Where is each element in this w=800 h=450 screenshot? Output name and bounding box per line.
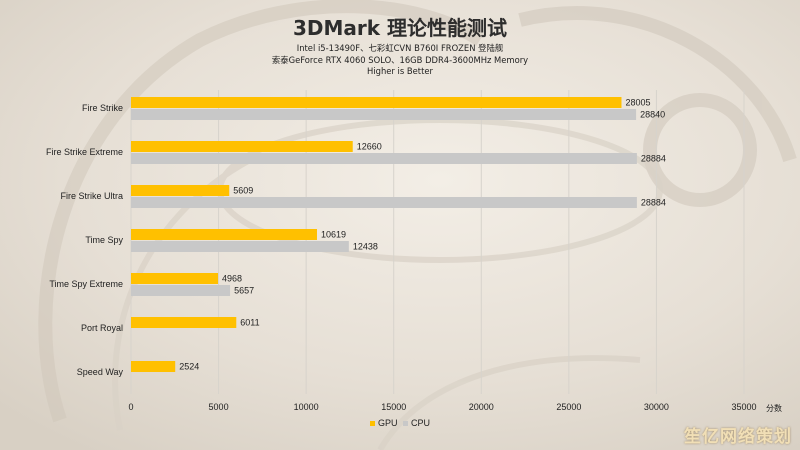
- gpu-value-label: 5609: [233, 186, 253, 196]
- cpu-value-label: 28840: [640, 110, 665, 120]
- legend-cpu-label: CPU: [411, 418, 430, 428]
- x-tick-label: 15000: [381, 402, 406, 412]
- x-axis-unit: 分数: [766, 403, 782, 413]
- cpu-bar: [131, 153, 637, 164]
- x-tick-label: 20000: [469, 402, 494, 412]
- gpu-value-label: 2524: [179, 362, 199, 372]
- cpu-value-label: 5657: [234, 286, 254, 296]
- chart-subtitle-line-2: 索泰GeForce RTX 4060 SOLO、16GB DDR4-3600MH…: [271, 55, 529, 65]
- gpu-value-label: 6011: [240, 318, 259, 328]
- legend-gpu-label: GPU: [378, 418, 398, 428]
- x-tick-label: 5000: [209, 402, 229, 412]
- category-label: Time Spy Extreme: [49, 279, 123, 289]
- x-tick-label: 0: [128, 402, 133, 412]
- gpu-value-label: 12660: [357, 142, 382, 152]
- gpu-bar: [131, 97, 622, 108]
- x-tick-label: 30000: [644, 402, 669, 412]
- gpu-value-label: 10619: [321, 230, 346, 240]
- cpu-bar: [131, 197, 637, 208]
- category-label: Fire Strike Ultra: [60, 191, 123, 201]
- category-label: Time Spy: [85, 235, 123, 245]
- chart-subtitle-line-3: Higher is Better: [367, 66, 433, 76]
- cpu-bar: [131, 109, 637, 120]
- gpu-value-label: 4968: [222, 274, 242, 284]
- x-tick-label: 25000: [556, 402, 581, 412]
- chart-subtitle-line-1: Intel i5-13490F、七彩虹CVN B760I FROZEN 登陆舰: [296, 43, 504, 53]
- cpu-value-label: 28884: [641, 154, 666, 164]
- gpu-bar: [131, 361, 176, 372]
- cpu-value-label: 12438: [353, 242, 378, 252]
- watermark-text: 笙亿网络策划: [684, 427, 792, 447]
- category-label: Fire Strike Extreme: [46, 147, 123, 157]
- gpu-bar: [131, 185, 230, 196]
- gpu-bar: [131, 273, 219, 284]
- chart-title: 3DMark 理论性能测试: [292, 16, 508, 40]
- gpu-bar: [131, 229, 317, 240]
- x-tick-label: 35000: [731, 402, 756, 412]
- gpu-value-label: 28005: [625, 98, 650, 108]
- cpu-value-label: 28884: [641, 198, 666, 208]
- x-tick-label: 10000: [294, 402, 319, 412]
- category-label: Fire Strike: [82, 103, 123, 113]
- cpu-bar: [131, 285, 231, 296]
- gpu-bar: [131, 141, 353, 152]
- cpu-bar: [131, 241, 349, 252]
- legend-gpu-swatch: [370, 421, 375, 426]
- category-label: Speed Way: [77, 367, 124, 377]
- category-label: Port Royal: [81, 323, 123, 333]
- gpu-bar: [131, 317, 237, 328]
- legend-cpu-swatch: [403, 421, 408, 426]
